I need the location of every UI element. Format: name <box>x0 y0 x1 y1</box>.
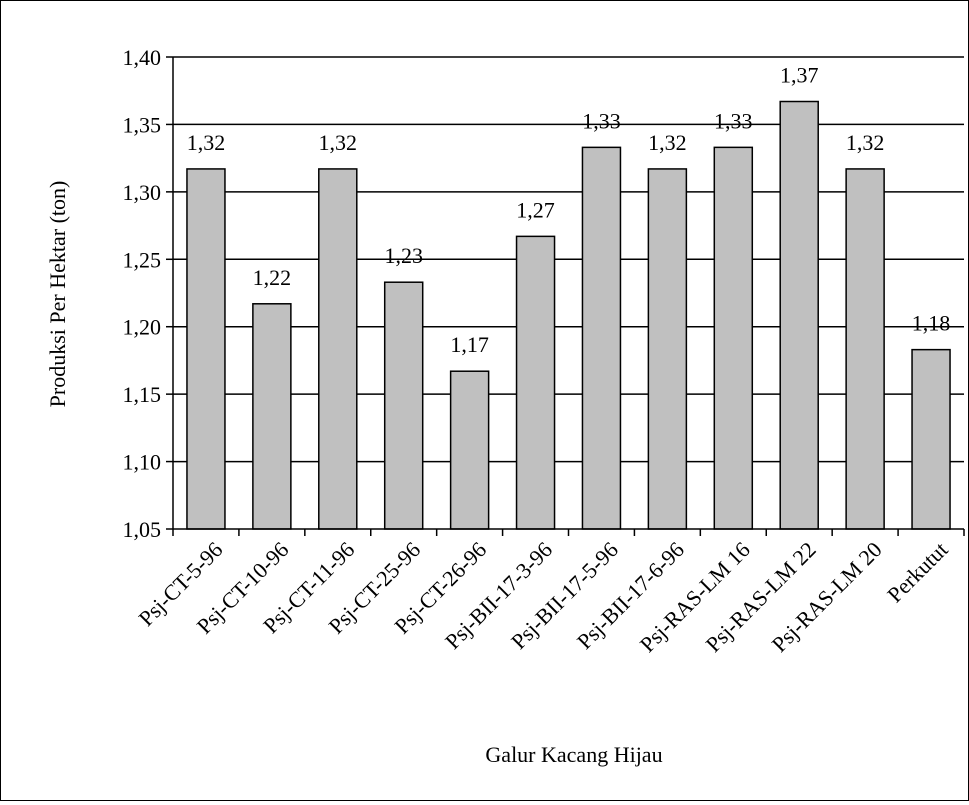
bar <box>515 235 556 530</box>
bar <box>713 146 754 530</box>
y-tick-label: 1,25 <box>123 247 162 272</box>
data-label: 1,33 <box>582 108 621 133</box>
data-label: 1,32 <box>648 130 687 155</box>
y-tick-label: 1,35 <box>123 112 162 137</box>
y-axis-label: Produksi Per Hektar (ton) <box>45 181 70 408</box>
bar <box>318 168 358 530</box>
data-label: 1,23 <box>384 243 423 268</box>
gridlines <box>173 56 964 463</box>
bar <box>581 146 622 530</box>
bar <box>252 303 292 530</box>
data-label: 1,17 <box>450 332 489 357</box>
y-tick-label: 1,30 <box>123 180 162 205</box>
y-tick-label: 1,05 <box>123 517 162 542</box>
data-label: 1,27 <box>516 197 555 222</box>
x-tick-labels: Psj-CT-5-96Psj-CT-10-96Psj-CT-11-96Psj-C… <box>133 537 952 657</box>
x-axis-label: Galur Kacang Hijau <box>485 742 662 767</box>
x-tick-label: Perkutut <box>882 537 952 607</box>
bar <box>911 348 951 530</box>
data-label: 1,22 <box>253 265 292 290</box>
y-tick-label: 1,40 <box>123 45 162 70</box>
bar <box>383 281 424 530</box>
data-label: 1,37 <box>780 63 819 88</box>
y-tick-label: 1,15 <box>123 382 162 407</box>
data-label: 1,33 <box>714 108 753 133</box>
data-labels: 1,32 1,22 1,32 1,23 1,17 1,27 1,33 1,32 1,33 1,37… <box>187 63 951 358</box>
data-label: 1,32 <box>846 130 885 155</box>
axes <box>166 56 965 536</box>
data-label: 1,32 <box>187 130 226 155</box>
y-tick-labels: 1,05 1,10 1,15 1,20 1,25 1,30 1,35 1,40 <box>123 45 162 542</box>
bar <box>186 168 226 530</box>
y-tick-label: 1,20 <box>123 315 162 340</box>
bar <box>779 100 819 530</box>
data-label: 1,32 <box>319 130 358 155</box>
bar <box>845 168 885 530</box>
bars <box>186 100 951 530</box>
bar <box>647 168 688 530</box>
y-tick-label: 1,10 <box>123 450 162 475</box>
bar <box>449 370 490 530</box>
data-label: 1,18 <box>912 311 951 336</box>
